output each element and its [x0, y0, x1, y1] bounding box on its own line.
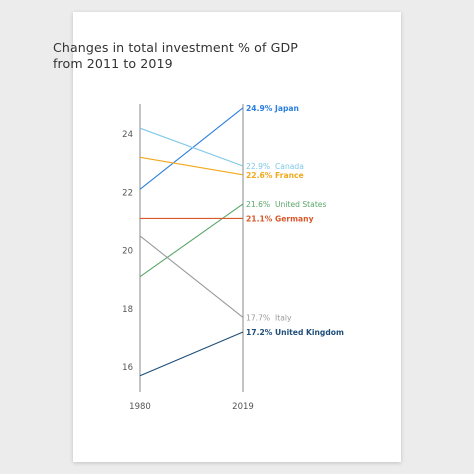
series-label-canada: Canada — [275, 162, 304, 171]
chart-card — [73, 12, 401, 462]
value-label-germany: 21.1% — [246, 214, 273, 223]
series-label-germany: Germany — [275, 214, 314, 223]
series-line-france — [139, 156, 244, 176]
series-line-japan — [139, 107, 244, 190]
series-label-united-kingdom: United Kingdom — [275, 328, 344, 337]
chart-title-line-2: from 2011 to 2019 — [53, 56, 173, 71]
chart-title-line-1: Changes in total investment % of GDP — [53, 40, 298, 55]
x-label-end: 2019 — [232, 402, 254, 412]
series-line-united-kingdom — [139, 331, 244, 377]
y-tick-label: 22 — [122, 188, 133, 198]
value-label-united-states: 21.6% — [246, 200, 270, 209]
series-line-canada — [139, 127, 244, 167]
value-label-japan: 24.9% — [246, 104, 273, 113]
series-label-italy: Italy — [275, 313, 292, 322]
series-line-italy — [139, 235, 244, 318]
series-label-united-states: United States — [275, 200, 326, 209]
value-label-italy: 17.7% — [246, 313, 270, 322]
value-label-france: 22.6% — [246, 171, 273, 180]
value-label-united-kingdom: 17.2% — [246, 328, 273, 337]
y-tick-label: 16 — [122, 363, 133, 373]
y-tick-label: 20 — [122, 247, 133, 257]
series-label-japan: Japan — [274, 104, 299, 113]
x-label-start: 1980 — [129, 402, 151, 412]
series-line-united-states — [139, 203, 244, 278]
y-tick-label: 18 — [122, 305, 133, 315]
series-label-france: France — [275, 171, 304, 180]
chart-title: Changes in total investment % of GDP fro… — [53, 40, 323, 72]
y-tick-label: 24 — [122, 130, 133, 140]
value-label-canada: 22.9% — [246, 162, 270, 171]
